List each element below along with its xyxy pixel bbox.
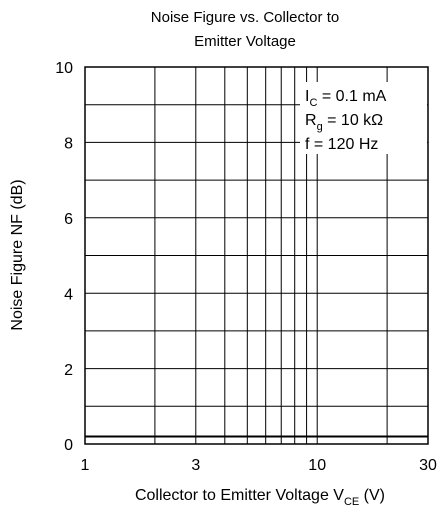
x-axis-label: Collector to Emitter Voltage VCE (V)	[135, 487, 385, 508]
annotation-part: = 0.1 mA	[317, 88, 386, 105]
annotation-part: C	[309, 97, 317, 109]
annotation: f = 120 Hz	[305, 136, 378, 153]
y-tick-label: 2	[64, 362, 73, 379]
x-tick-label: 30	[419, 457, 437, 474]
y-tick-label: 0	[64, 437, 73, 454]
y-tick-label: 8	[64, 136, 73, 153]
annotation-box	[300, 82, 427, 154]
y-axis-label: Noise Figure NF (dB)	[9, 179, 26, 330]
y-tick-label: 4	[64, 286, 73, 303]
x-axis-label-part: CE	[344, 496, 359, 508]
plot-frame	[84, 66, 429, 445]
x-axis-label-part: Collector to Emitter Voltage V	[135, 487, 344, 504]
x-axis-label-part: (V)	[359, 487, 385, 504]
chart-title: Noise Figure vs. Collector to	[151, 9, 339, 26]
annotation-part: R	[305, 112, 317, 129]
y-tick-label: 6	[64, 211, 73, 228]
x-tick-label: 1	[81, 457, 90, 474]
annotation-part: f = 120 Hz	[305, 136, 378, 153]
x-tick-label: 3	[191, 457, 200, 474]
annotation: IC = 0.1 mA	[305, 88, 387, 109]
chart-title: Emitter Voltage	[194, 33, 296, 50]
y-tick-label: 10	[55, 60, 73, 77]
annotation-part: = 10 kΩ	[323, 112, 383, 129]
annotation-part: g	[317, 121, 323, 133]
annotation: Rg = 10 kΩ	[305, 112, 383, 133]
x-tick-label: 10	[308, 457, 326, 474]
annotation-part: I	[305, 88, 309, 105]
